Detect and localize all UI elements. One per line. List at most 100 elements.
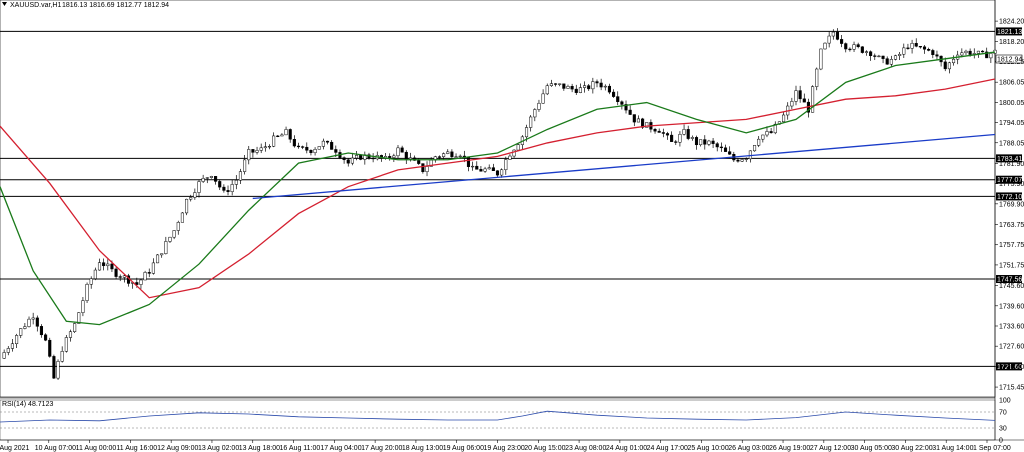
candle-body bbox=[694, 137, 699, 146]
price-tick-label: 1788.05 bbox=[999, 140, 1024, 147]
candle-body bbox=[852, 44, 856, 50]
candle-body bbox=[114, 268, 118, 277]
level-price-box bbox=[996, 192, 1022, 201]
candle-body bbox=[56, 361, 60, 379]
candle-body bbox=[155, 254, 160, 264]
candle-body bbox=[877, 55, 881, 58]
candle-body bbox=[48, 339, 52, 357]
candle-body bbox=[334, 149, 338, 153]
candle-body bbox=[985, 51, 989, 59]
candle-body bbox=[197, 181, 201, 193]
level-price-label: 1783.41 bbox=[997, 156, 1022, 163]
candle-body bbox=[612, 91, 616, 97]
candle-body bbox=[93, 269, 97, 279]
candle-body bbox=[529, 116, 533, 128]
candle-body bbox=[951, 58, 956, 64]
candle-body bbox=[798, 90, 802, 100]
price-tick-label: 1721.60 bbox=[999, 364, 1024, 371]
price-tick-label: 1763.75 bbox=[999, 222, 1024, 229]
candle-body bbox=[665, 133, 670, 136]
candle-body bbox=[840, 39, 844, 44]
candle-body bbox=[914, 43, 918, 47]
candle-body bbox=[591, 81, 595, 90]
candle-body bbox=[52, 356, 56, 379]
candle-body bbox=[73, 323, 77, 332]
candle-body bbox=[280, 134, 284, 137]
time-tick-label: 1 Sep 07:00 bbox=[973, 445, 1011, 452]
candle-body bbox=[442, 153, 446, 157]
candle-body bbox=[624, 104, 628, 111]
candle-body bbox=[815, 68, 819, 87]
candle-body bbox=[976, 50, 980, 54]
candle-body bbox=[831, 31, 835, 37]
moving-average-fast-line bbox=[0, 51, 996, 326]
level-price-box bbox=[996, 27, 1022, 36]
candle-body bbox=[607, 85, 611, 93]
candle-body bbox=[500, 169, 504, 176]
price-tick-label: 1769.90 bbox=[999, 201, 1024, 208]
price-tick-label: 1733.60 bbox=[999, 323, 1024, 330]
level-price-label: 1772.10 bbox=[997, 194, 1022, 201]
candle-body bbox=[864, 51, 869, 53]
candle-body bbox=[218, 181, 222, 188]
candle-body bbox=[657, 130, 661, 133]
candle-body bbox=[346, 159, 350, 164]
time-tick-label: 10 Aug 07:00 bbox=[35, 445, 76, 452]
rsi-pane: 100 70 30 0 bbox=[0, 398, 1011, 445]
candle-body bbox=[230, 184, 234, 192]
candle-body bbox=[354, 155, 359, 159]
candle-body bbox=[475, 165, 479, 170]
candle-body bbox=[964, 50, 968, 54]
candle-body bbox=[2, 352, 6, 359]
candle-body bbox=[699, 139, 703, 146]
candle-body bbox=[636, 118, 641, 123]
candle-body bbox=[645, 122, 649, 128]
candle-body bbox=[330, 141, 334, 150]
candle-body bbox=[508, 155, 512, 160]
candle-body bbox=[632, 114, 636, 123]
rsi-label: RSI(14) 48.7123 bbox=[2, 401, 53, 408]
candle-body bbox=[885, 58, 889, 65]
candle-body bbox=[989, 53, 993, 59]
candle-body bbox=[744, 158, 748, 160]
candle-body bbox=[802, 98, 806, 103]
time-tick-label: 24 Aug 01:00 bbox=[606, 445, 647, 452]
candle-body bbox=[226, 190, 230, 192]
candle-body bbox=[27, 318, 31, 327]
main-pane bbox=[0, 0, 1024, 441]
candle-body bbox=[748, 150, 752, 160]
candle-body bbox=[176, 222, 180, 231]
price-tick-label: 1781.90 bbox=[999, 161, 1024, 168]
time-tick-label: 27 Aug 12:00 bbox=[810, 445, 851, 452]
candle-body bbox=[164, 241, 168, 254]
candle-body bbox=[396, 147, 400, 157]
candle-body bbox=[678, 134, 682, 143]
price-tick-label: 1751.75 bbox=[999, 262, 1024, 269]
time-tick-label: 24 Aug 17:00 bbox=[647, 445, 688, 452]
support-trendline bbox=[252, 133, 996, 200]
time-tick-label: 9 Aug 2021 bbox=[0, 445, 30, 452]
candle-body bbox=[122, 275, 126, 278]
candle-body bbox=[371, 157, 375, 160]
candle-body bbox=[943, 61, 947, 70]
candle-body bbox=[255, 150, 259, 153]
time-tick-label: 11 Aug 16:00 bbox=[116, 445, 157, 452]
time-tick-label: 17 Aug 04:00 bbox=[320, 445, 361, 452]
candle-body bbox=[487, 167, 491, 170]
candle-body bbox=[922, 46, 927, 50]
candle-body bbox=[906, 47, 910, 49]
candle-body bbox=[558, 83, 562, 85]
time-tick-label: 30 Aug 22:00 bbox=[891, 445, 932, 452]
rsi-tick-label: 100 bbox=[999, 398, 1011, 405]
candle-body bbox=[587, 85, 591, 90]
candle-body bbox=[931, 50, 935, 55]
candle-body bbox=[574, 88, 578, 93]
candle-body bbox=[968, 50, 972, 55]
time-tick-label: 11 Aug 00:00 bbox=[76, 445, 117, 452]
candle-body bbox=[118, 276, 122, 278]
candle-body bbox=[599, 82, 603, 88]
price-tick-label: 1824.20 bbox=[999, 19, 1024, 26]
